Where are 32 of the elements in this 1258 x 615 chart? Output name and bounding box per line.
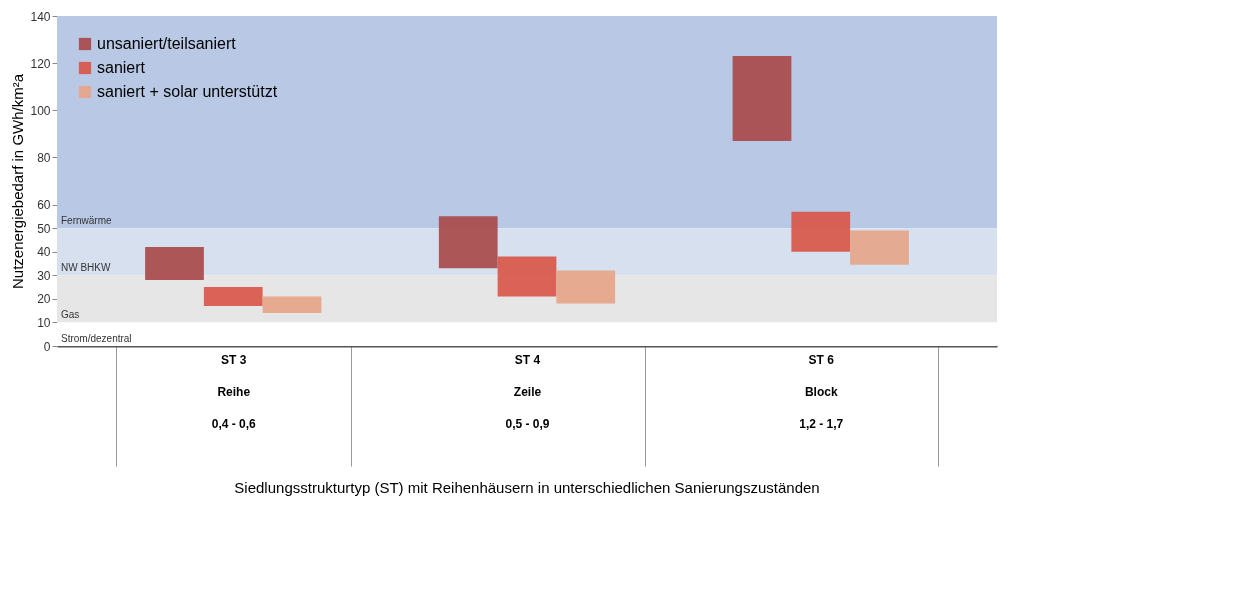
bar: [145, 247, 204, 280]
text: Siedlungsstrukturtyp (ST) mit Reihenhäusern in unterschiedlichen Sanierungszuständen: [234, 479, 820, 496]
y-tick-label: 60: [37, 198, 51, 213]
y-tick-label: 10: [37, 315, 51, 330]
band-label: Fernwärme: [61, 215, 112, 227]
band-label: Gas: [61, 309, 80, 321]
bar: [556, 270, 616, 304]
band-label: NW BHKW: [61, 262, 111, 274]
legend-label: unsaniert/teilsaniert: [97, 35, 237, 52]
category-label: ST 4 Zeile 0,5 - 0,9: [505, 352, 550, 431]
bar: [850, 230, 909, 265]
y-tick-label: 50: [37, 221, 51, 236]
y-axis-title: Nutzenergiebedarf in GWh/km²a: [9, 73, 27, 290]
bar: [732, 56, 792, 141]
y-tick-label: 20: [37, 292, 51, 307]
y-tick-label: 140: [30, 9, 51, 24]
y-tick-label: 120: [30, 56, 51, 71]
y-tick-label: 30: [37, 268, 51, 283]
y-tick-label: 0: [43, 339, 51, 354]
bar: [262, 296, 322, 313]
bar: [497, 256, 557, 297]
band-label: Strom/dezentral: [61, 333, 132, 344]
y-tick-label: 80: [37, 150, 51, 165]
legend-label: saniert: [97, 59, 146, 76]
category-label: ST 3 Reihe 0,4 - 0,6: [211, 352, 256, 431]
legend-label: saniert + solar unterstützt: [97, 83, 278, 100]
bar: [438, 216, 498, 269]
category-label: ST 6 Block 1,2 - 1,7: [799, 352, 844, 431]
y-tick-label: 100: [30, 103, 51, 118]
y-tick-label: 40: [37, 245, 51, 260]
bar: [791, 211, 851, 252]
bar: [203, 287, 263, 306]
